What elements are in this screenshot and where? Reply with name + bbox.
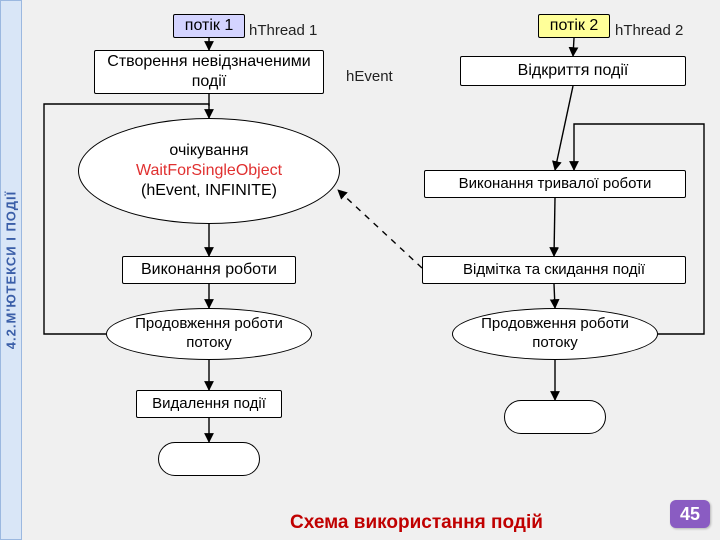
node-h2: потік 2 <box>538 14 610 38</box>
node-work2: Виконання тривалої роботи <box>424 170 686 198</box>
node-h1: потік 1 <box>173 14 245 38</box>
node-t2 <box>504 400 606 434</box>
node-n1: Створення невідзначенимиподії <box>94 50 324 94</box>
sidebar-tab: 4.2.М'ЮТЕКСИ І ПОДІЇ <box>0 0 22 540</box>
sidebar-label: 4.2.М'ЮТЕКСИ І ПОДІЇ <box>4 191 19 349</box>
node-cont2: Продовження роботипотоку <box>452 308 658 360</box>
node-wait: очікуванняWaitForSingleObject(hEvent, IN… <box>78 118 340 224</box>
label-hthread2: hThread 2 <box>615 22 683 39</box>
node-n2: Відкриття події <box>460 56 686 86</box>
label-hthread1: hThread 1 <box>249 22 317 39</box>
page-number-badge: 45 <box>670 500 710 528</box>
node-t1 <box>158 442 260 476</box>
node-cont1: Продовження роботипотоку <box>106 308 312 360</box>
node-mark: Відмітка та скидання події <box>422 256 686 284</box>
label-hevent: hEvent <box>346 68 393 85</box>
diagram-title: Схема використання подій <box>290 512 543 534</box>
node-work1: Виконання роботи <box>122 256 296 284</box>
page-number: 45 <box>680 504 700 525</box>
node-del: Видалення події <box>136 390 282 418</box>
